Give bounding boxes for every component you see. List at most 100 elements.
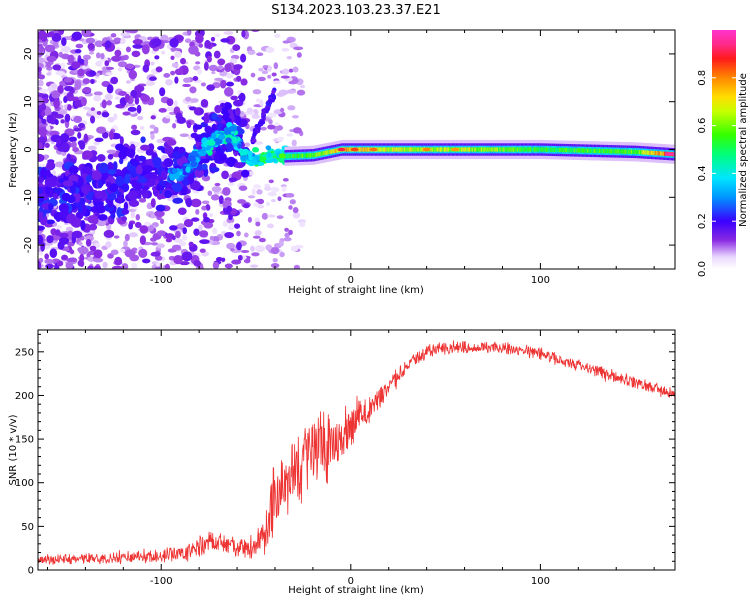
spectrogram-cell [75,43,84,49]
spectrogram-cell [286,133,294,137]
spectrogram-cell [234,162,245,169]
spectrogram-cell [380,147,383,152]
spectrogram-cell [53,187,64,194]
spectrogram-cell [71,230,83,239]
spectrogram-cell [238,92,246,103]
spectrogram-cell [228,177,238,183]
spectrogram-cell [274,33,281,39]
spectrogram-cell [482,147,485,152]
spectrogram-cell [523,147,526,152]
spectrogram-cell [244,142,251,147]
spectrogram-cell [212,227,218,235]
spectrogram-cell [540,147,543,152]
spectrogram-cell [149,124,156,129]
spectrogram-cell [317,152,320,157]
spectrogram-cell [316,152,319,157]
spectrogram-cell [41,103,47,111]
spectrogram-cell [46,72,52,76]
spectrogram-cell [93,249,103,259]
spectrogram-cell [182,83,191,88]
spectrogram-cell [621,149,624,154]
spectrogram-cell [109,130,114,141]
spectrogram-cell [295,153,298,159]
spectrogram-cell [264,159,274,164]
spectrogram-cell [172,123,177,129]
spectrogram-cell [382,147,385,152]
spectrogram-cell [98,214,108,221]
colorbar-tick-label: 0.2 [697,213,708,229]
spectrogram-cell [112,161,118,171]
spectrogram-cell [519,147,522,152]
spectrogram-cell [600,148,603,154]
spectrogram-cell [498,147,501,152]
spectrogram-cell [125,80,131,84]
spectrogram-cell [157,230,166,236]
spectrogram-cell [111,55,122,62]
spectrogram-cell [126,165,137,172]
spectrogram-cell [288,80,298,85]
snr-y-label: SNR (10 * v/v) [8,414,19,485]
spectrogram-cell [330,149,333,154]
spectrogram-cell [559,147,562,153]
spectrogram-cell [44,176,56,188]
spectrogram-cell [119,248,126,253]
spectrogram-cell [178,241,187,247]
spectrogram-cell [483,147,486,152]
spectrogram-cell [137,86,142,97]
spectrogram-y-tick-label: 10 [23,95,34,108]
spectrogram-cell [520,147,523,152]
spectrogram-cell [476,147,479,152]
spectrogram-cell [251,188,256,196]
spectrogram-cell [606,149,609,154]
spectrogram-cell [131,124,138,130]
spectrogram-cell [138,248,148,258]
spectrogram-cell [287,154,290,159]
spectrogram-cell [467,147,470,152]
spectrogram-cell [138,177,148,184]
spectrogram-cell [255,245,265,253]
spectrogram-cell [414,147,417,152]
spectrogram-cell [614,149,617,154]
spectrogram-cell [213,50,221,59]
spectrogram-cell [198,43,204,48]
spectrogram-cell [591,148,594,153]
spectrogram-cell [320,151,323,156]
spectrogram-cell [260,126,267,131]
spectrogram-cell [229,222,234,229]
spectrogram-cell [293,264,300,269]
spectrogram-cell [386,147,389,152]
spectrogram-cell [190,198,202,208]
spectrogram-cell [201,163,208,171]
spectrogram-cell [277,136,284,142]
spectrogram-cell [121,216,128,222]
spectrogram-cell [252,132,257,137]
spectrogram-cell [75,211,84,220]
spectrogram-cell [407,147,410,152]
spectrogram-cell [243,203,250,209]
spectrogram-cell [650,150,653,156]
spectrogram-cell [171,182,183,193]
spectrogram-cell [62,180,74,187]
spectrogram-cell [478,147,481,152]
spectrogram-cell [624,149,627,154]
spectrogram-cell [332,149,335,154]
spectrogram-cell [267,124,276,130]
spectrogram-cell [617,149,620,154]
spectrogram-cell [174,50,182,58]
spectrogram-cell [43,154,48,161]
spectrogram-cell [44,253,50,260]
spectrogram-cell [165,79,173,86]
spectrogram-cell [132,39,144,45]
spectrogram-cell [511,147,514,152]
spectrogram-cell [139,225,149,234]
spectrogram-cell [232,136,238,144]
spectrogram-cell [368,147,371,152]
spectrogram-cell [91,170,102,181]
spectrogram-cell [208,64,218,72]
spectrogram-cell [634,149,637,155]
spectrogram-cell [239,110,245,118]
spectrogram-cell [247,195,256,199]
spectrogram-cell [193,124,203,130]
spectrogram-peak [665,152,674,156]
